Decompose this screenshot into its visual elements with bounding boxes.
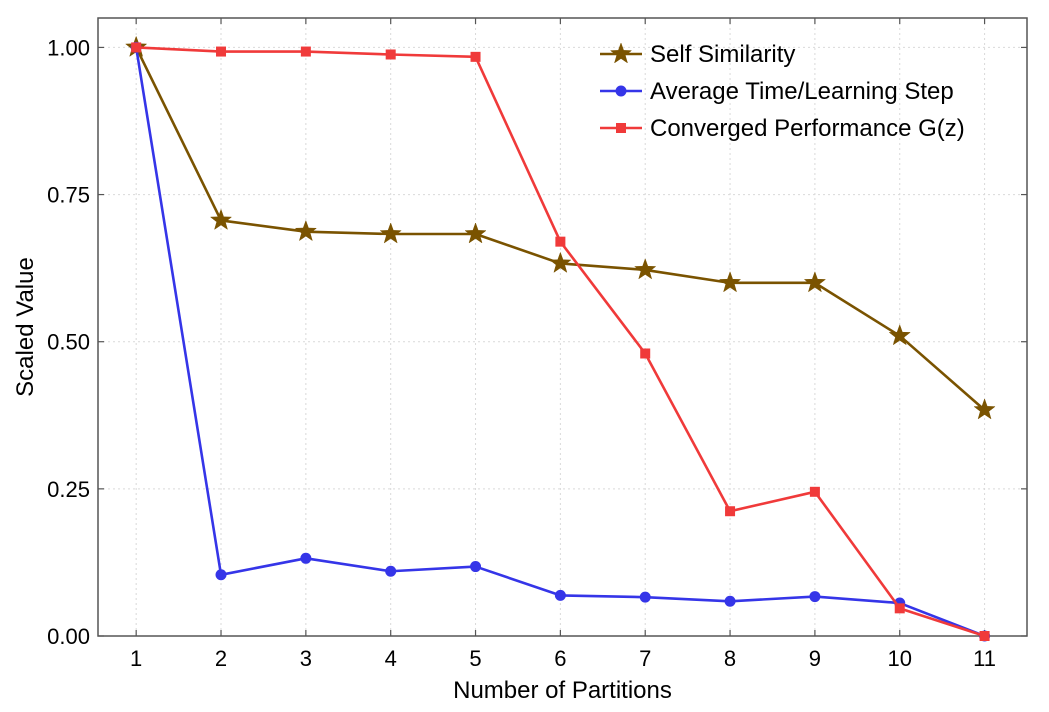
data-point-square <box>725 506 736 517</box>
y-axis-title: Scaled Value <box>12 257 39 397</box>
data-point-circle <box>809 591 821 603</box>
data-point-square <box>894 603 905 614</box>
x-axis-title: Number of Partitions <box>453 677 672 704</box>
legend-item: Converged Performance G(z) <box>600 115 965 142</box>
x-tick-label: 11 <box>973 646 996 671</box>
legend-item: Average Time/Learning Step <box>600 78 954 105</box>
data-point-square <box>640 348 651 359</box>
data-point-star <box>549 251 572 273</box>
x-tick-label: 3 <box>300 646 312 671</box>
legend-label: Average Time/Learning Step <box>650 78 954 105</box>
data-point-circle <box>300 552 312 564</box>
axis-ticks: 1 2 3 4 5 6 7 8 9 10 11 0.00 0.25 0.50 0.75 1.00 <box>47 18 1027 671</box>
data-point-star <box>379 222 402 244</box>
data-point-star <box>634 258 657 280</box>
data-point-star <box>973 398 996 420</box>
legend-item: Self Similarity <box>600 41 795 68</box>
x-tick-label: 5 <box>469 646 481 671</box>
y-tick-label: 0.00 <box>47 624 90 649</box>
x-tick-label: 10 <box>887 646 911 671</box>
series-square <box>131 42 990 641</box>
data-point-circle <box>385 565 397 577</box>
series-layer <box>125 35 996 642</box>
legend-label: Converged Performance G(z) <box>650 115 965 142</box>
legend-swatch-marker <box>615 85 627 97</box>
data-point-star <box>718 271 742 293</box>
x-tick-label: 4 <box>385 646 397 671</box>
data-point-circle <box>724 595 736 607</box>
data-point-square <box>300 46 311 57</box>
x-tick-label: 2 <box>215 646 227 671</box>
data-point-star <box>888 324 911 346</box>
x-tick-label: 9 <box>809 646 821 671</box>
data-point-circle <box>215 569 227 581</box>
data-point-square <box>385 49 396 60</box>
y-tick-label: 0.75 <box>47 183 90 208</box>
y-tick-label: 0.25 <box>47 477 90 502</box>
data-point-star <box>464 222 487 244</box>
series-star <box>125 35 996 420</box>
data-point-circle <box>639 591 651 603</box>
legend-label: Self Similarity <box>650 41 795 68</box>
data-point-circle <box>554 589 566 601</box>
x-tick-label: 8 <box>724 646 736 671</box>
data-point-square <box>470 51 481 62</box>
data-point-square <box>216 46 227 57</box>
plot-area-frame <box>97 17 1028 637</box>
x-tick-label: 1 <box>130 646 142 671</box>
data-point-square <box>809 486 820 497</box>
x-tick-label: 7 <box>639 646 651 671</box>
legend: Self Similarity Average Time/Learning Ste… <box>600 41 965 142</box>
legend-swatch-marker <box>609 42 633 64</box>
data-point-square <box>555 236 566 247</box>
y-tick-label: 1.00 <box>47 35 90 60</box>
data-point-star <box>294 219 318 242</box>
legend-swatch-marker <box>616 123 626 133</box>
grid-lines <box>98 18 1027 637</box>
y-tick-label: 0.50 <box>47 330 90 355</box>
data-point-circle <box>470 561 482 573</box>
data-point-star <box>209 208 233 230</box>
x-tick-label: 6 <box>554 646 566 671</box>
data-point-square <box>131 42 142 53</box>
data-point-star <box>803 271 827 293</box>
data-point-square <box>979 631 990 641</box>
